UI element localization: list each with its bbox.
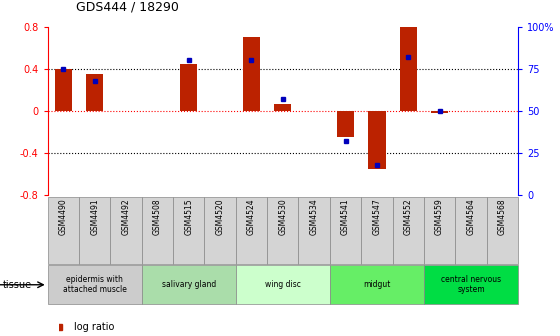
Bar [110, 197, 142, 264]
Bar [330, 197, 361, 264]
Bar [400, 27, 417, 111]
Text: tissue: tissue [3, 280, 32, 290]
Bar [204, 197, 236, 264]
Text: GSM4492: GSM4492 [122, 199, 130, 235]
Bar [236, 197, 267, 264]
Text: wing disc: wing disc [265, 280, 301, 289]
Text: GDS444 / 18290: GDS444 / 18290 [76, 0, 179, 13]
Text: epidermis with
attached muscle: epidermis with attached muscle [63, 275, 127, 294]
Bar [393, 197, 424, 264]
Text: GSM4534: GSM4534 [310, 199, 319, 235]
Bar [337, 111, 354, 137]
Bar [173, 197, 204, 264]
Text: central nervous
system: central nervous system [441, 275, 501, 294]
Bar [361, 197, 393, 264]
Text: GSM4530: GSM4530 [278, 199, 287, 235]
Bar [79, 197, 110, 264]
Bar [86, 74, 103, 111]
Bar [180, 64, 197, 111]
Text: GSM4520: GSM4520 [216, 199, 225, 235]
Bar [431, 111, 448, 113]
Bar [142, 197, 173, 264]
Text: GSM4564: GSM4564 [466, 199, 475, 235]
Bar [274, 103, 291, 111]
Text: midgut: midgut [363, 280, 390, 289]
Bar [243, 37, 260, 111]
Bar [267, 197, 298, 264]
Text: salivary gland: salivary gland [162, 280, 216, 289]
Bar [424, 197, 455, 264]
Bar [236, 265, 330, 304]
Bar [330, 265, 424, 304]
Bar [48, 265, 142, 304]
Text: GSM4508: GSM4508 [153, 199, 162, 235]
Bar [298, 197, 330, 264]
Bar [487, 197, 518, 264]
Text: GSM4515: GSM4515 [184, 199, 193, 235]
Bar [455, 197, 487, 264]
Text: GSM4547: GSM4547 [372, 199, 381, 235]
Text: GSM4490: GSM4490 [59, 199, 68, 235]
Text: GSM4568: GSM4568 [498, 199, 507, 235]
Bar [424, 265, 518, 304]
Text: GSM4552: GSM4552 [404, 199, 413, 235]
Text: GSM4541: GSM4541 [341, 199, 350, 235]
Bar [142, 265, 236, 304]
Text: GSM4524: GSM4524 [247, 199, 256, 235]
Bar [48, 197, 79, 264]
Bar [368, 111, 385, 169]
Bar [55, 69, 72, 111]
Text: log ratio: log ratio [74, 322, 115, 332]
Text: GSM4559: GSM4559 [435, 199, 444, 235]
Text: GSM4491: GSM4491 [90, 199, 99, 235]
